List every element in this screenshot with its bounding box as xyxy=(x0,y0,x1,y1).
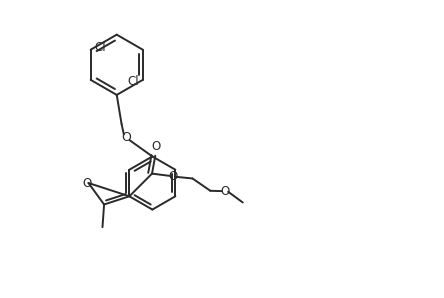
Text: O: O xyxy=(168,170,178,183)
Text: Cl: Cl xyxy=(127,75,139,88)
Text: O: O xyxy=(151,139,161,153)
Text: O: O xyxy=(82,176,91,190)
Text: Cl: Cl xyxy=(95,41,106,54)
Text: O: O xyxy=(122,131,131,144)
Text: O: O xyxy=(220,185,230,198)
